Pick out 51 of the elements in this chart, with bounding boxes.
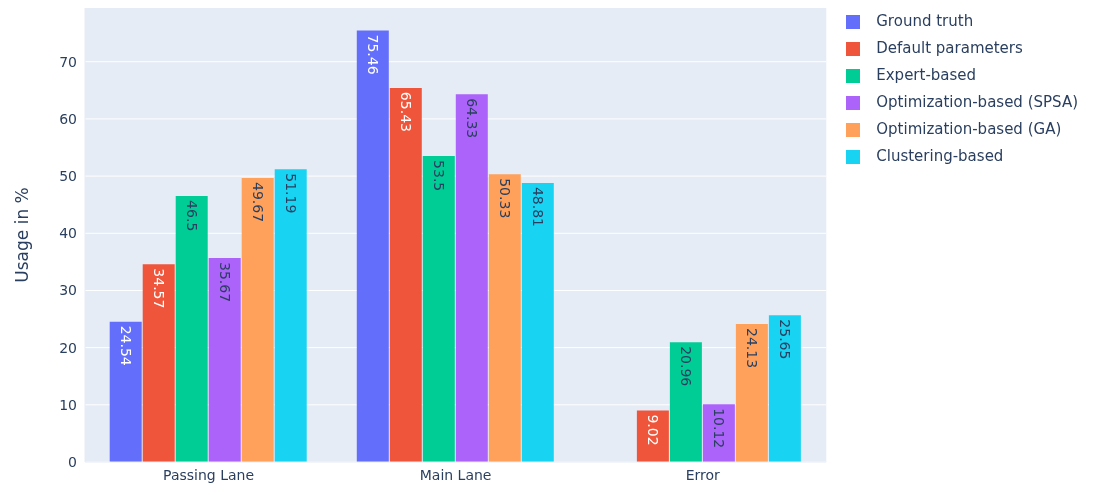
x-tick-label: Error	[685, 466, 721, 483]
data-label: 24.13	[743, 328, 760, 369]
data-label: 10.12	[710, 408, 727, 449]
bar	[669, 342, 702, 462]
bar	[702, 404, 735, 462]
y-tick-label: 20	[59, 339, 77, 356]
legend-label: Ground truth	[876, 12, 974, 30]
bar	[488, 174, 521, 462]
bar	[422, 156, 455, 462]
bar	[241, 177, 274, 462]
bar	[455, 94, 488, 462]
data-label: 64.33	[463, 98, 480, 139]
legend-label: Clustering-based	[876, 147, 1004, 165]
bar	[142, 264, 175, 462]
bar	[521, 182, 554, 462]
bar	[208, 258, 241, 462]
y-axis-title: Usage in %	[12, 187, 33, 283]
data-label: 46.5	[183, 200, 200, 232]
y-tick-label: 60	[59, 110, 77, 127]
y-tick-label: 70	[59, 53, 77, 70]
data-label: 20.96	[677, 346, 694, 387]
x-tick-label: Main Lane	[419, 466, 492, 483]
legend-label: Expert-based	[876, 66, 977, 84]
data-label: 53.5	[430, 160, 447, 192]
data-label: 24.54	[117, 325, 134, 366]
data-label: 65.43	[397, 91, 414, 132]
data-label: 35.67	[216, 262, 233, 303]
legend-label: Default parameters	[876, 39, 1023, 57]
bar	[356, 30, 389, 462]
data-label: 49.67	[249, 181, 266, 223]
data-label: 48.81	[529, 186, 546, 227]
data-label: 50.33	[496, 178, 513, 219]
legend-label: Optimization-based (SPSA)	[876, 93, 1078, 111]
bar	[389, 87, 422, 462]
bar	[175, 196, 208, 462]
y-tick-label: 0	[68, 453, 77, 470]
y-tick-label: 10	[59, 396, 77, 413]
data-label: 34.57	[150, 268, 167, 309]
bar	[768, 315, 801, 462]
data-label: 9.02	[644, 414, 661, 446]
data-label: 75.46	[364, 34, 381, 75]
bar	[274, 169, 307, 462]
y-tick-label: 40	[59, 225, 77, 242]
data-label: 51.19	[282, 173, 299, 214]
data-label: 25.65	[776, 319, 793, 360]
bar	[109, 321, 142, 462]
bar	[735, 324, 768, 462]
x-tick-label: Passing Lane	[163, 466, 255, 483]
y-tick-label: 30	[59, 282, 77, 299]
y-tick-label: 50	[59, 168, 77, 185]
legend-label: Optimization-based (GA)	[876, 120, 1062, 138]
